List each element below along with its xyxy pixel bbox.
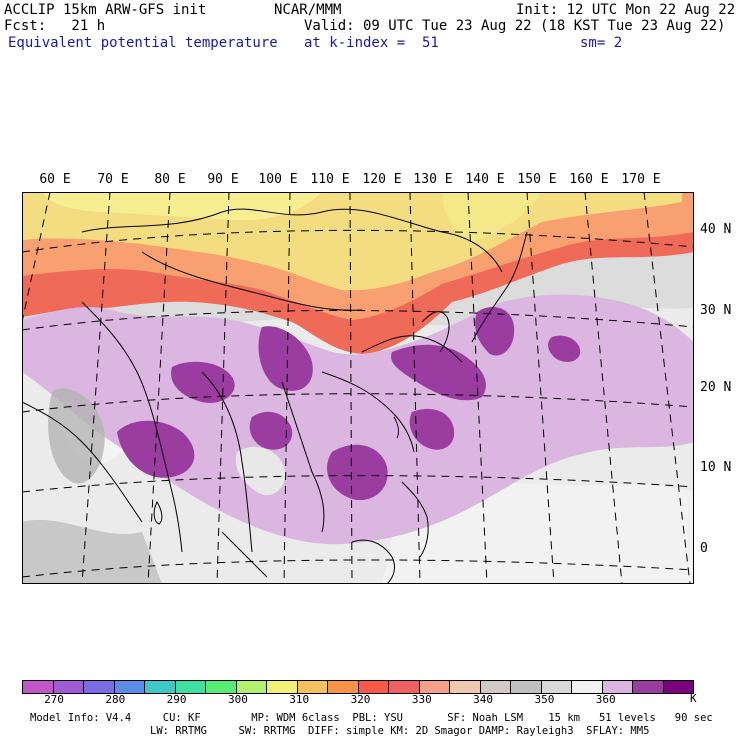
latitude-label: 30 N: [700, 303, 732, 318]
colorbar-swatch: [480, 681, 511, 693]
run-title: ACCLIP 15km ARW-GFS init: [4, 2, 207, 18]
colorbar-swatch: [358, 681, 389, 693]
colorbar-swatch: [23, 681, 54, 693]
colorbar-swatch: [267, 681, 298, 693]
longitude-label: 130 E: [413, 172, 453, 187]
colorbar-unit: K: [690, 692, 697, 705]
longitude-label: 120 E: [362, 172, 402, 187]
forecast-hour: Fcst: 21 h: [4, 18, 106, 34]
colorbar-swatch: [84, 681, 115, 693]
colorbar-swatch: [602, 681, 633, 693]
longitude-label: 140 E: [465, 172, 505, 187]
latitude-label: 40 N: [700, 222, 732, 237]
init-time: Init: 12 UTC Mon 22 Aug 22: [516, 2, 736, 18]
colorbar-swatch: [663, 681, 693, 693]
colorbar-tick-label: 330: [411, 693, 432, 706]
colorbar-swatch: [114, 681, 145, 693]
colorbar: [22, 680, 694, 694]
k-index: at k-index = 51: [304, 35, 439, 51]
colorbar-tick-label: 310: [289, 693, 310, 706]
colorbar-tick-label: 340: [473, 693, 494, 706]
colorbar-swatch: [145, 681, 176, 693]
colorbar-swatch: [450, 681, 481, 693]
valid-time: Valid: 09 UTC Tue 23 Aug 22 (18 KST Tue …: [304, 18, 726, 34]
colorbar-swatch: [541, 681, 572, 693]
colorbar-tick-label: 290: [166, 693, 187, 706]
colorbar-swatch: [511, 681, 542, 693]
colorbar-swatch: [572, 681, 603, 693]
longitude-label: 100 E: [258, 172, 298, 187]
longitude-label: 90 E: [207, 172, 239, 187]
longitude-label: 80 E: [154, 172, 186, 187]
smoothing: sm= 2: [580, 35, 623, 51]
colorbar-tick-label: 360: [595, 693, 616, 706]
colorbar-swatch: [633, 681, 664, 693]
theta-e-map: [22, 192, 694, 584]
colorbar-tick-label: 350: [534, 693, 555, 706]
colorbar-swatch: [328, 681, 359, 693]
longitude-label: 170 E: [621, 172, 661, 187]
colorbar-tick-label: 320: [350, 693, 371, 706]
latitude-label: 20 N: [700, 380, 732, 395]
longitude-label: 70 E: [97, 172, 129, 187]
longitude-label: 150 E: [517, 172, 557, 187]
model-physics: LW: RRTMG SW: RRTMG DIFF: simple KM: 2D …: [150, 725, 650, 737]
latitude-label: 0: [700, 541, 708, 556]
colorbar-swatch: [297, 681, 328, 693]
colorbar-swatch: [236, 681, 267, 693]
field-name: Equivalent potential temperature: [8, 35, 278, 51]
colorbar-tick-label: 270: [44, 693, 64, 706]
colorbar-tick-label: 280: [105, 693, 126, 706]
longitude-label: 60 E: [39, 172, 71, 187]
latitude-label: 10 N: [700, 460, 732, 475]
model-info: Model Info: V4.4 CU: KF MP: WDM 6class P…: [30, 712, 713, 724]
colorbar-swatch: [53, 681, 84, 693]
colorbar-swatch: [389, 681, 420, 693]
colorbar-tick-label: 300: [227, 693, 248, 706]
organization: NCAR/MMM: [274, 2, 342, 18]
colorbar-swatch: [419, 681, 450, 693]
colorbar-swatch: [175, 681, 206, 693]
colorbar-swatch: [206, 681, 237, 693]
longitude-label: 160 E: [569, 172, 609, 187]
longitude-label: 110 E: [310, 172, 350, 187]
